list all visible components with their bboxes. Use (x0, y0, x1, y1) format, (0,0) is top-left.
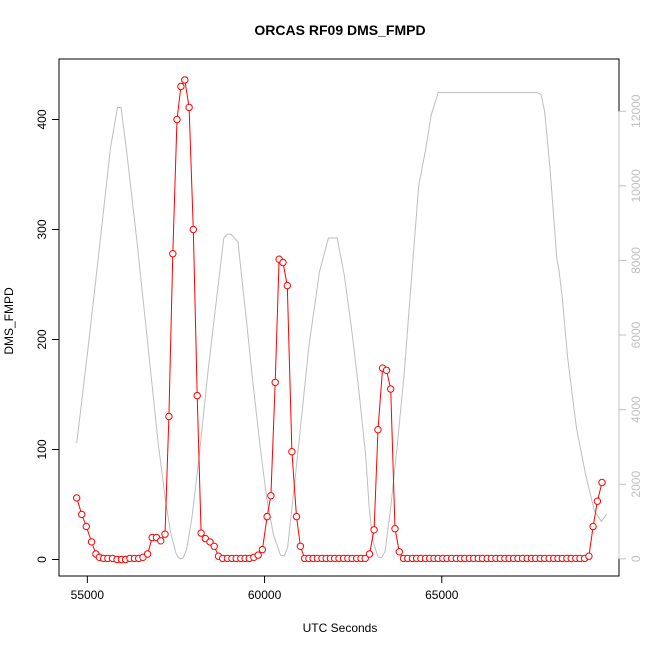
y2-tick-label: 12000 (629, 94, 643, 128)
dms-point (157, 537, 165, 545)
dms-point (189, 225, 198, 234)
right-axis: 0 2000 4000 6000 8000 10000 12000 (618, 94, 643, 562)
dms-point (598, 478, 606, 487)
x-tick-label: 65000 (425, 588, 459, 602)
dms-series (73, 76, 606, 564)
dms-point (271, 378, 279, 387)
y2-tick-label: 6000 (629, 321, 643, 348)
dms-point (391, 525, 399, 533)
dms-point (206, 538, 214, 546)
dms-point (365, 550, 374, 558)
y-tick-label: 300 (35, 219, 49, 239)
y2-tick-label: 10000 (629, 169, 643, 203)
y-tick-label: 200 (35, 329, 49, 349)
dms-point (169, 250, 177, 258)
dms-point (296, 542, 305, 550)
y2-tick-label: 4000 (629, 396, 643, 423)
dms-point (78, 510, 86, 519)
dms-point (82, 522, 91, 531)
y-axis-title: DMS_FMPD (2, 287, 16, 355)
dms-point (267, 492, 275, 500)
dms-point (279, 258, 287, 267)
dms-point (143, 550, 152, 558)
dms-point (210, 542, 218, 550)
dms-point (292, 512, 301, 521)
dms-point (585, 552, 593, 560)
y-tick-label: 0 (35, 556, 49, 563)
dms-point (361, 554, 369, 563)
dms-line (76, 78, 603, 560)
altitude-line (76, 92, 608, 560)
dms-point (283, 281, 291, 290)
dms-point (193, 391, 201, 400)
dms-point (374, 426, 382, 434)
y2-tick-label: 2000 (629, 471, 643, 498)
dms-point (185, 103, 193, 112)
dms-point (395, 548, 403, 556)
left-axis: 0 100 200 300 400 (35, 109, 60, 563)
y2-tick-label: 8000 (629, 247, 643, 274)
x-tick-label: 60000 (248, 588, 282, 602)
dms-point (258, 545, 267, 554)
chart-title: ORCAS RF09 DMS_FMPD (254, 22, 425, 38)
bottom-axis: 55000 60000 65000 (71, 575, 459, 602)
dms-point (165, 412, 173, 421)
dms-point (589, 522, 597, 531)
dms-point (593, 497, 602, 505)
dms-point (181, 76, 189, 84)
dms-point (197, 529, 205, 537)
dms-point (73, 494, 81, 502)
x-axis-title: UTC Seconds (303, 621, 378, 635)
dms-point (387, 385, 395, 393)
y-tick-label: 400 (35, 109, 49, 129)
dms-point (382, 366, 391, 374)
altitude-series (76, 92, 608, 560)
y-tick-label: 100 (35, 439, 49, 459)
x-tick-label: 55000 (71, 588, 105, 602)
dms-point (161, 530, 169, 538)
dms-point (288, 448, 296, 456)
dms-point (177, 82, 185, 91)
dms-point (173, 115, 181, 124)
dms-point (370, 526, 378, 534)
dms-point (87, 538, 96, 546)
dms-point (263, 512, 271, 521)
y2-tick-label: 0 (629, 555, 643, 562)
plot-frame (58, 58, 620, 577)
dms-point (254, 551, 262, 559)
